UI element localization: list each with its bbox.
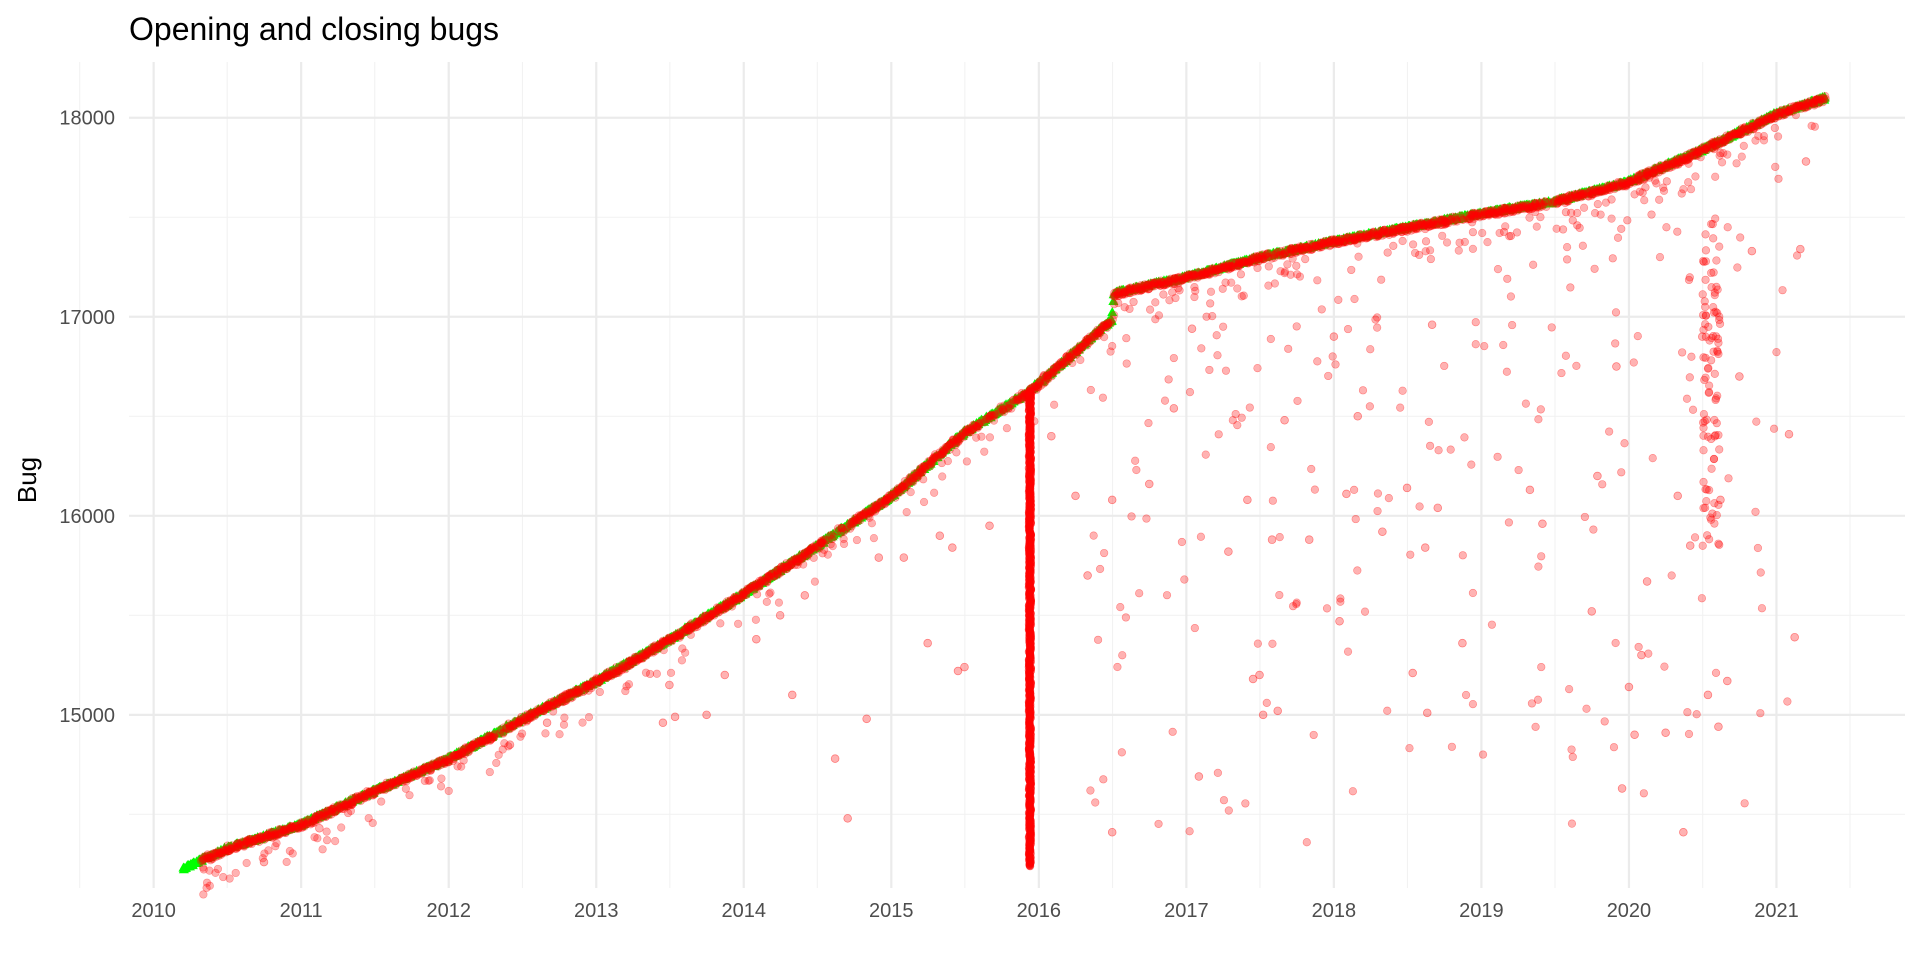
closed-bug-marker [337, 823, 346, 832]
closed-bug-marker [774, 598, 784, 607]
closed-bug-marker [919, 475, 928, 484]
x-tick-label: 2010 [131, 900, 176, 922]
closed-bug-marker [1110, 311, 1119, 320]
closed-bug-marker [989, 416, 999, 425]
x-tick-label: 2016 [1017, 900, 1062, 922]
x-tick-label: 2013 [574, 900, 619, 922]
x-tick-label: 2012 [426, 900, 471, 922]
closed-bugs-series [196, 92, 1830, 899]
y-tick-label: 18000 [59, 108, 115, 130]
closed-bug-marker [1151, 315, 1160, 324]
closed-bug-marker [1105, 318, 1115, 327]
x-tick-label: 2020 [1607, 900, 1652, 922]
closed-bug-marker [1409, 240, 1418, 249]
grid [79, 62, 1905, 888]
x-axis: 2010 2011 2012 2013 2014 2015 2016 2017 2018 2019… [131, 900, 1798, 922]
closed-bug-marker [595, 687, 604, 697]
x-tick-label: 2015 [869, 900, 914, 922]
x-tick-label: 2019 [1459, 900, 1504, 922]
closed-bug-marker [1353, 239, 1362, 248]
closed-bug-marker [869, 534, 879, 543]
closed-bug-marker [549, 707, 558, 716]
closed-bug-marker [437, 774, 446, 783]
closed-bug-marker [1821, 92, 1830, 101]
closed-bug-marker [331, 836, 340, 846]
x-tick-label: 2021 [1754, 900, 1799, 922]
x-tick-label: 2011 [280, 900, 323, 922]
closed-bug-marker [734, 619, 743, 628]
y-tick-label: 16000 [59, 506, 115, 528]
y-axis: 15000 16000 17000 18000 [59, 108, 115, 727]
y-tick-label: 15000 [59, 705, 115, 727]
closed-bug-marker [985, 433, 995, 442]
x-tick-label: 2018 [1312, 900, 1357, 922]
closed-bug-marker [213, 864, 223, 874]
closed-bug-marker [1468, 218, 1477, 227]
closed-bug-marker [343, 808, 353, 818]
closed-bug-marker [560, 713, 569, 722]
y-axis-title: Bug [12, 457, 42, 503]
closed-bug-marker [444, 786, 453, 796]
closed-bug-marker [555, 730, 564, 739]
x-tick-label: 2014 [722, 900, 767, 922]
y-tick-label: 17000 [59, 307, 115, 329]
closed-bug-marker [1579, 203, 1589, 212]
chart-title: Opening and closing bugs [129, 11, 499, 47]
x-tick-label: 2017 [1164, 900, 1209, 922]
closed-bug-marker [980, 447, 989, 456]
opened-bugs-series [178, 91, 1830, 874]
closed-bug-marker [322, 836, 332, 845]
closed-bug-marker [559, 720, 569, 729]
